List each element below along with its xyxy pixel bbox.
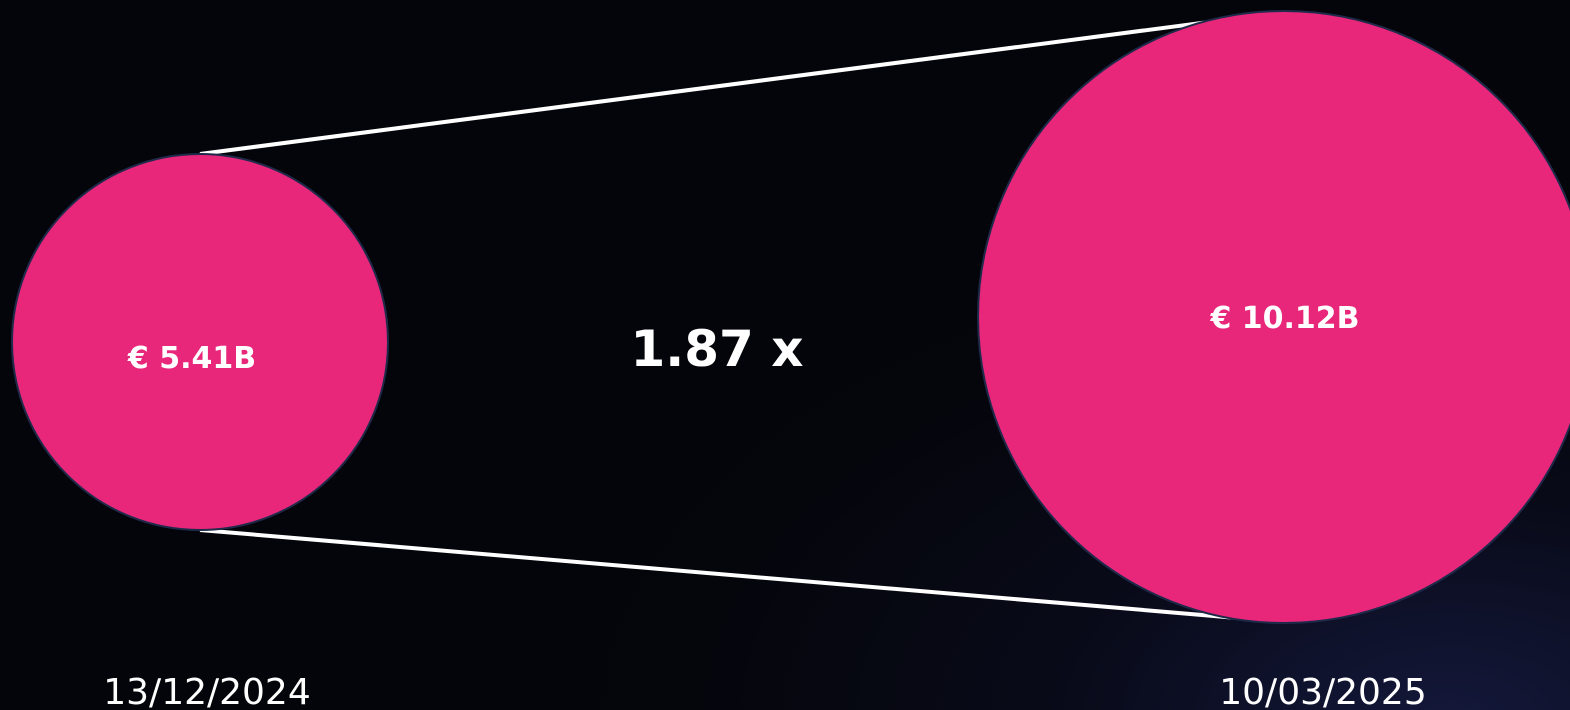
- start-value-circle: [11, 153, 389, 531]
- growth-ratio-label: 1.87 x: [630, 320, 803, 378]
- start-value-label: € 5.41B: [127, 341, 256, 376]
- end-value-label: € 10.12B: [1209, 301, 1359, 336]
- end-date-label: 10/03/2025: [1219, 672, 1427, 710]
- lower-connector-line: [199, 528, 1286, 624]
- end-value-circle: [977, 10, 1570, 624]
- start-date-label: 13/12/2024: [103, 672, 311, 710]
- upper-connector-line: [199, 10, 1286, 156]
